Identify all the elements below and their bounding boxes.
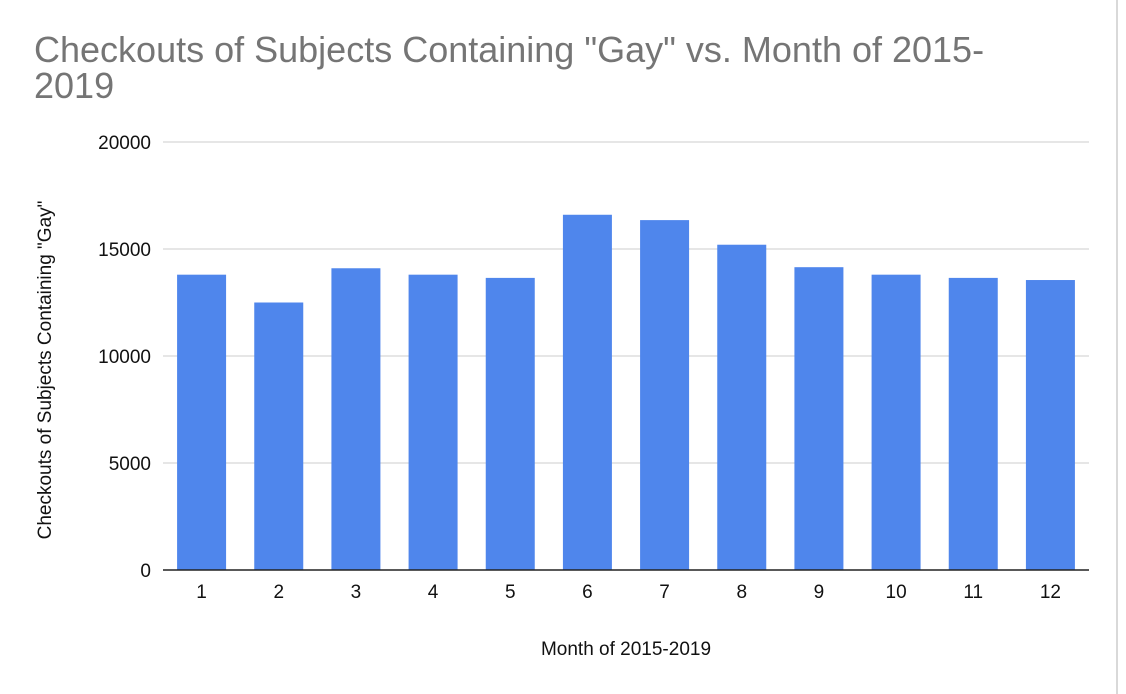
x-tick-label: 2 — [273, 582, 284, 603]
x-tick-label: 9 — [814, 582, 825, 603]
bar-2 — [254, 302, 304, 570]
bar-10 — [871, 274, 921, 570]
y-tick-label: 20000 — [98, 133, 151, 154]
y-tick-label: 10000 — [98, 347, 151, 368]
chart-title: Checkouts of Subjects Containing "Gay" v… — [34, 29, 985, 106]
bar-3 — [331, 268, 381, 570]
x-tick-label: 4 — [428, 582, 439, 603]
x-tick-label: 10 — [886, 582, 907, 603]
bar-6 — [562, 214, 612, 570]
x-tick-label: 1 — [196, 582, 207, 603]
x-tick-label: 11 — [963, 582, 983, 603]
x-tick-label: 12 — [1040, 582, 1061, 603]
y-tick-label: 15000 — [98, 240, 151, 261]
bar-12 — [1025, 280, 1075, 570]
bar-11 — [948, 277, 998, 570]
x-tick-label: 5 — [505, 582, 516, 603]
y-tick-label: 5000 — [109, 454, 151, 475]
x-axis-title: Month of 2015-2019 — [541, 639, 711, 660]
bar-5 — [485, 277, 535, 570]
x-tick-label: 3 — [351, 582, 362, 603]
x-tick-label: 7 — [659, 582, 670, 603]
bar-7 — [640, 220, 690, 571]
bar-9 — [794, 267, 844, 570]
bar-8 — [717, 244, 767, 570]
y-axis-title: Checkouts of Subjects Containing "Gay" — [35, 201, 56, 540]
x-tick-label: 6 — [582, 582, 593, 603]
bar-4 — [408, 274, 458, 570]
x-tick-label: 8 — [736, 582, 747, 603]
y-tick-label: 0 — [140, 561, 151, 582]
bar-1 — [177, 274, 227, 570]
